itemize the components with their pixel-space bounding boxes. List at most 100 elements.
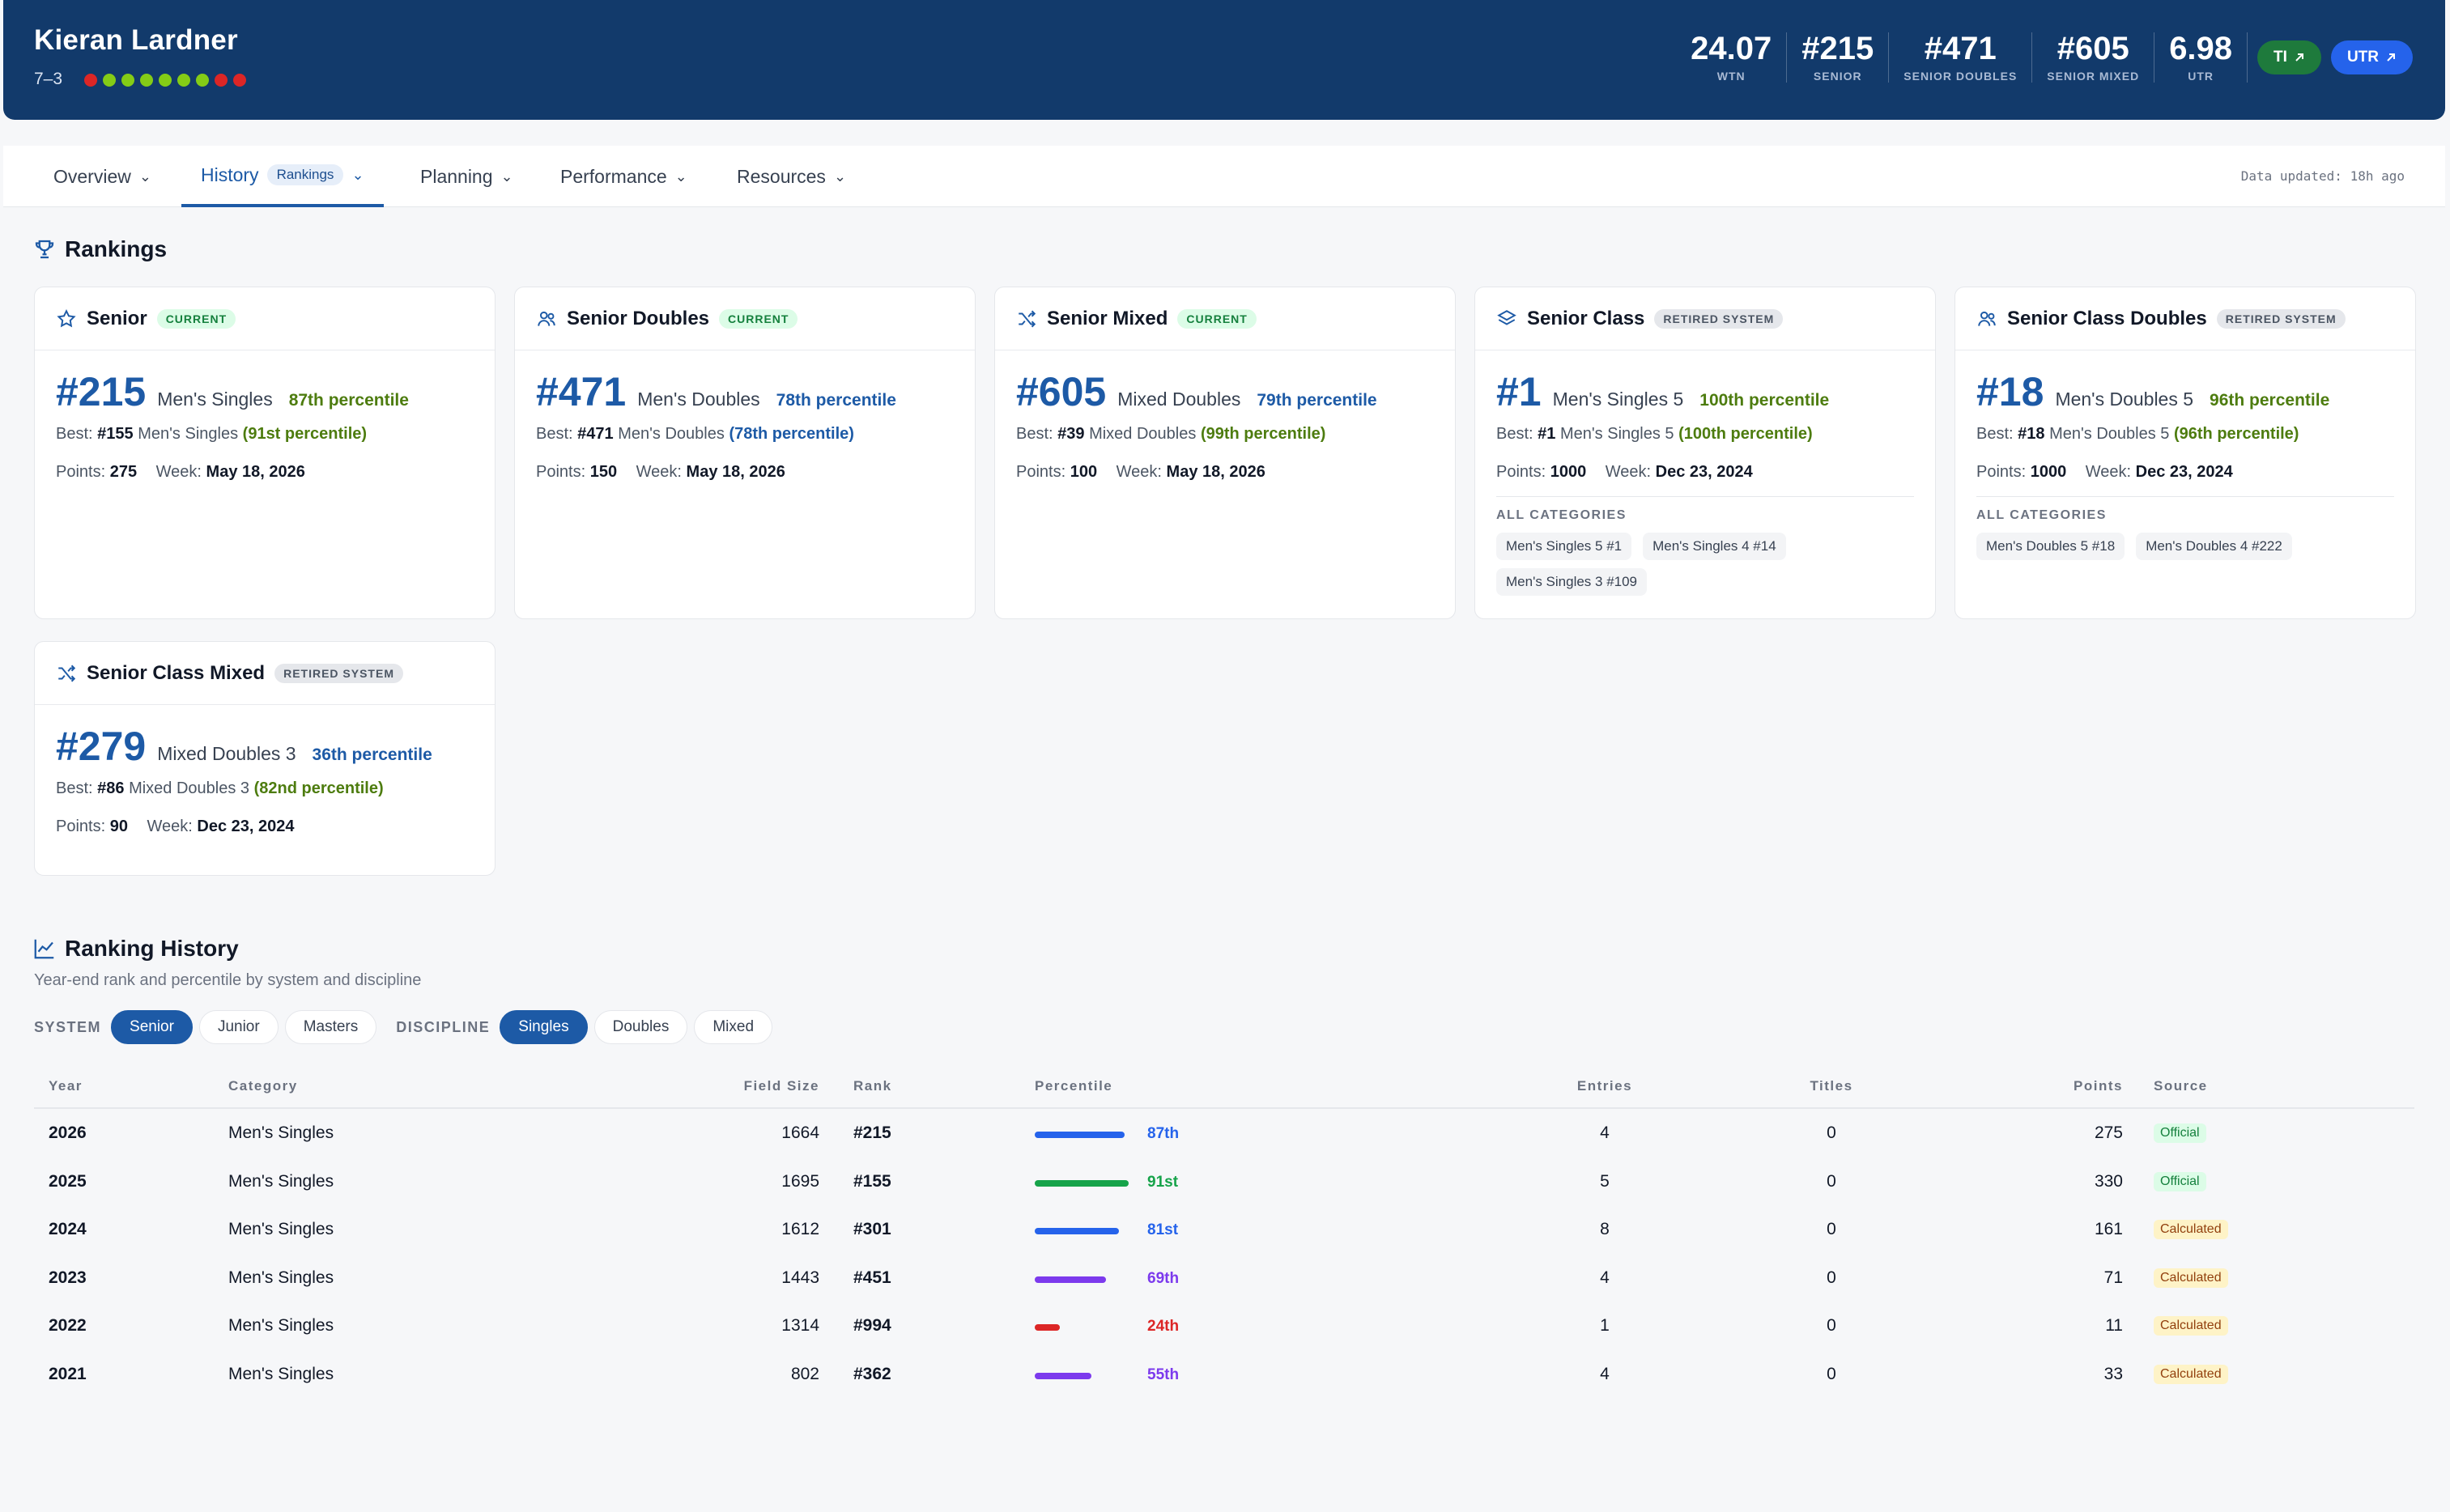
points-value: 1000 [2030, 463, 2067, 481]
cell-points: 161 [2094, 1220, 2123, 1238]
best-rank-line: Best: #39 Mixed Doubles (99th percentile… [1016, 425, 1326, 443]
card-header: Senior Mixed Current [995, 287, 1455, 350]
table-row[interactable]: 2025 Men's Singles 1695 #155 91st 5 0 33… [34, 1157, 2414, 1206]
tab-resources[interactable]: Resources ⌄ [737, 146, 846, 207]
system-junior-pill[interactable]: Junior [198, 1010, 279, 1044]
current-rank-line: #1 Men's Singles 5 100th percentile [1496, 368, 1914, 415]
source-badge: Calculated [2154, 1268, 2228, 1288]
tab-performance[interactable]: Performance ⌄ [560, 146, 687, 207]
form-dot [140, 74, 153, 87]
system-status-badge: Current [156, 308, 236, 329]
system-senior-pill[interactable]: Senior [111, 1010, 193, 1044]
best-rank-line: Best: #86 Mixed Doubles 3 (82nd percenti… [56, 779, 384, 797]
current-rank-line: #18 Men's Doubles 5 96th percentile [1976, 368, 2394, 415]
discipline-singles-pill[interactable]: Singles [500, 1010, 588, 1044]
trophy-icon [35, 240, 54, 259]
cell-titles: 0 [1827, 1220, 1836, 1238]
cell-year: 2022 [49, 1316, 87, 1335]
table-row[interactable]: 2022 Men's Singles 1314 #994 24th 1 0 11… [34, 1302, 2414, 1350]
ranking-card: Senior Mixed Current #605 Mixed Doubles … [994, 287, 1456, 619]
points-value: 100 [1070, 463, 1098, 481]
header-stat: #215 Senior [1787, 32, 1890, 83]
cell-year: 2024 [49, 1220, 87, 1238]
col-entries[interactable]: Entries [1576, 1078, 1633, 1094]
tab-planning[interactable]: Planning ⌄ [420, 146, 513, 207]
category-chip[interactable]: Men's Singles 4 #14 [1643, 533, 1786, 560]
col-field-size[interactable]: Field Size [743, 1078, 819, 1094]
discipline-doubles-pill[interactable]: Doubles [593, 1010, 688, 1044]
stat-value: #605 [2057, 31, 2129, 66]
ti-link-button[interactable]: TI [2257, 40, 2321, 74]
form-dot [84, 74, 97, 87]
tab-label: Overview [53, 165, 131, 187]
col-points[interactable]: Points [2074, 1078, 2123, 1094]
cell-titles: 0 [1827, 1123, 1836, 1142]
chevron-down-icon: ⌄ [351, 166, 364, 183]
discipline-mixed-pill[interactable]: Mixed [694, 1010, 773, 1044]
rank-value: #18 [1976, 369, 2044, 414]
col-rank[interactable]: Rank [853, 1078, 892, 1094]
form-dot [159, 74, 172, 87]
all-categories-label: All Categories [1496, 508, 1627, 522]
col-source[interactable]: Source [2154, 1078, 2208, 1094]
cell-field-size: 1314 [781, 1316, 819, 1335]
cell-rank: #362 [853, 1364, 891, 1383]
rank-percentile: 79th percentile [1257, 391, 1377, 410]
week-value: Dec 23, 2024 [197, 818, 295, 835]
system-masters-pill[interactable]: Masters [284, 1010, 377, 1044]
best-rank-percentile: (100th percentile) [1678, 425, 1813, 443]
col-titles[interactable]: Titles [1810, 1078, 1853, 1094]
table-row[interactable]: 2021 Men's Singles 802 #362 55th 4 0 33 … [34, 1350, 2414, 1399]
shuffle-icon [1019, 310, 1036, 327]
category-chip[interactable]: Men's Doubles 4 #222 [2136, 533, 2292, 560]
current-rank-line: #471 Men's Doubles 78th percentile [536, 368, 954, 415]
card-header: Senior Class Retired System [1475, 287, 1935, 350]
points-week-line: Points: 275 Week: May 18, 2026 [56, 463, 305, 481]
col-category[interactable]: Category [228, 1078, 298, 1094]
star-icon [57, 308, 76, 327]
utr-link-button[interactable]: UTR [2330, 40, 2413, 74]
system-status-badge: Retired System [2216, 308, 2346, 329]
percentile-bar [1035, 1372, 1091, 1379]
week-value: Dec 23, 2024 [2135, 463, 2233, 481]
stat-label: Senior [1813, 70, 1862, 83]
category-chip[interactable]: Men's Singles 3 #109 [1496, 568, 1648, 596]
chevron-down-icon: ⌄ [500, 168, 513, 185]
table-row[interactable]: 2026 Men's Singles 1664 #215 87th 4 0 27… [34, 1109, 2414, 1157]
cell-entries: 8 [1600, 1220, 1610, 1238]
current-rank-line: #279 Mixed Doubles 3 36th percentile [56, 723, 474, 770]
best-rank-category: Men's Doubles [618, 425, 725, 443]
history-filters: System Senior Junior Masters Discipline … [34, 1010, 773, 1044]
best-rank-percentile: (78th percentile) [729, 425, 854, 443]
cell-points: 71 [2103, 1268, 2123, 1287]
card-body: #18 Men's Doubles 5 96th percentile Best… [1955, 350, 2415, 576]
cell-category: Men's Singles [228, 1171, 334, 1191]
best-rank-percentile: (82nd percentile) [253, 779, 384, 797]
best-rank-category: Men's Singles 5 [1559, 425, 1674, 443]
rank-category: Men's Doubles 5 [2055, 389, 2194, 410]
form-dot [103, 74, 116, 87]
discipline-filter-label: Discipline [396, 1018, 491, 1035]
recent-form-dots [84, 74, 246, 87]
table-row[interactable]: 2024 Men's Singles 1612 #301 81st 8 0 16… [34, 1205, 2414, 1254]
card-header: Senior Class Doubles Retired System [1955, 287, 2415, 350]
rankings-heading: Rankings [32, 236, 167, 262]
form-dot [196, 74, 209, 87]
rank-percentile: 100th percentile [1699, 391, 1830, 410]
col-percentile[interactable]: Percentile [1035, 1078, 1113, 1094]
category-chip[interactable]: Men's Singles 5 #1 [1496, 533, 1632, 560]
stat-label: UTR [2188, 70, 2214, 83]
points-week-line: Points: 1000 Week: Dec 23, 2024 [1976, 463, 2233, 481]
users-icon [1978, 311, 1996, 326]
rank-value: #605 [1016, 369, 1107, 414]
best-rank-line: Best: #471 Men's Doubles (78th percentil… [536, 425, 854, 443]
cell-year: 2023 [49, 1268, 87, 1287]
cell-category: Men's Singles [228, 1220, 334, 1238]
category-chip[interactable]: Men's Doubles 5 #18 [1976, 533, 2125, 560]
col-year[interactable]: Year [49, 1078, 83, 1094]
table-row[interactable]: 2023 Men's Singles 1443 #451 69th 4 0 71… [34, 1254, 2414, 1302]
tab-history[interactable]: History Rankings ⌄ [181, 146, 384, 207]
best-rank-category: Mixed Doubles [1089, 425, 1197, 443]
active-subtab-badge: Rankings [266, 164, 344, 185]
tab-overview[interactable]: Overview ⌄ [53, 146, 151, 207]
